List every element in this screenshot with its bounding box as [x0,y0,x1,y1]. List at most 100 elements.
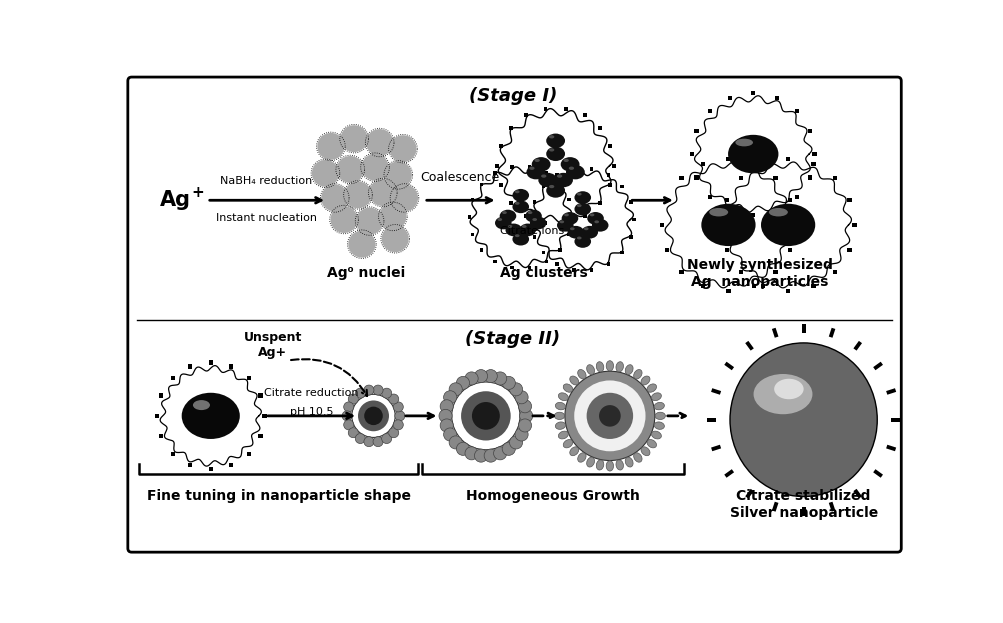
Ellipse shape [558,393,568,401]
Bar [771,328,777,338]
Circle shape [439,400,453,413]
Circle shape [343,402,353,412]
Bar [771,502,777,511]
Ellipse shape [515,191,520,193]
Ellipse shape [532,218,537,221]
Ellipse shape [570,447,578,455]
Ellipse shape [538,173,557,188]
Bar [700,284,704,288]
Bar [247,452,251,456]
Circle shape [390,184,417,211]
Ellipse shape [577,237,581,239]
Bar [470,198,473,201]
Circle shape [358,401,388,431]
Ellipse shape [561,212,578,225]
Text: Fine tuning in nanoparticle shape: Fine tuning in nanoparticle shape [146,489,410,503]
Bar [510,165,514,169]
Ellipse shape [625,364,633,374]
Ellipse shape [768,208,787,216]
Bar [853,489,862,498]
Bar [492,171,496,174]
Bar [158,393,163,397]
Ellipse shape [566,165,584,179]
Bar [873,469,882,478]
Circle shape [599,405,620,427]
Circle shape [317,133,344,160]
Ellipse shape [563,159,569,162]
Ellipse shape [508,225,513,228]
Circle shape [348,394,358,404]
Circle shape [388,428,398,438]
Bar [258,434,263,439]
Bar [558,249,562,252]
Bar [847,248,851,252]
Bar [564,221,567,225]
Bar [494,164,498,168]
Text: Citrate reduction: Citrate reduction [264,388,358,397]
Ellipse shape [584,227,588,231]
Bar [567,198,571,201]
Bar [545,260,548,264]
Circle shape [348,428,358,438]
Text: Ag⁰ nuclei: Ag⁰ nuclei [326,267,404,280]
Bar [793,195,798,199]
Ellipse shape [525,210,542,222]
Ellipse shape [499,210,516,222]
Bar [807,128,811,133]
Ellipse shape [505,224,522,236]
Bar [479,249,482,252]
Bar [719,223,723,227]
Bar [800,506,804,516]
Ellipse shape [182,392,240,439]
Ellipse shape [555,402,565,410]
Ellipse shape [577,453,586,462]
Bar [229,463,234,467]
Bar [543,107,547,110]
Bar [724,248,728,252]
Circle shape [355,434,365,444]
Circle shape [388,394,398,404]
Bar [664,248,668,252]
Circle shape [363,437,373,447]
Text: Citrate stabilized
Silver nanoparticle: Citrate stabilized Silver nanoparticle [729,489,877,520]
Circle shape [351,394,395,437]
Circle shape [384,161,411,188]
Ellipse shape [646,439,656,448]
Circle shape [448,436,461,449]
Text: Citrate ions: Citrate ions [499,226,564,236]
Bar [738,176,742,180]
Bar [738,270,742,273]
Ellipse shape [654,422,664,429]
Circle shape [483,369,496,383]
Ellipse shape [760,204,814,246]
Text: Instant nucleation: Instant nucleation [216,213,317,223]
Bar [725,289,730,293]
Circle shape [343,420,353,430]
Circle shape [509,436,523,449]
Text: pH 10.5: pH 10.5 [290,407,333,417]
Bar [750,213,754,217]
Circle shape [493,372,507,385]
Bar [792,223,796,227]
Bar [785,157,789,161]
Bar [582,113,586,117]
Bar [706,418,715,422]
Circle shape [474,369,487,383]
Bar [750,91,754,95]
Bar [810,162,814,166]
Ellipse shape [569,166,574,170]
Ellipse shape [773,379,802,399]
Ellipse shape [534,159,540,162]
Bar [558,183,562,186]
Circle shape [336,156,363,183]
Bar [832,176,837,180]
Bar [724,197,728,202]
Bar [247,376,251,380]
Circle shape [369,179,396,206]
Bar [694,175,698,179]
Bar [772,270,777,273]
Circle shape [393,402,403,412]
Ellipse shape [522,225,526,228]
Ellipse shape [532,157,550,171]
Bar [710,445,720,451]
